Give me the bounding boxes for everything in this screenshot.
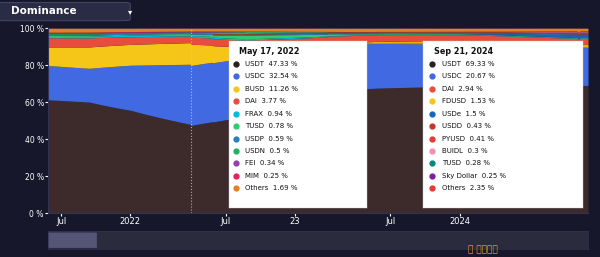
Text: ▾: ▾: [128, 7, 133, 16]
Text: ⬛ 金巴财经: ⬛ 金巴财经: [468, 245, 498, 254]
FancyBboxPatch shape: [0, 2, 130, 21]
Text: Dominance: Dominance: [11, 6, 76, 16]
FancyBboxPatch shape: [43, 233, 97, 248]
